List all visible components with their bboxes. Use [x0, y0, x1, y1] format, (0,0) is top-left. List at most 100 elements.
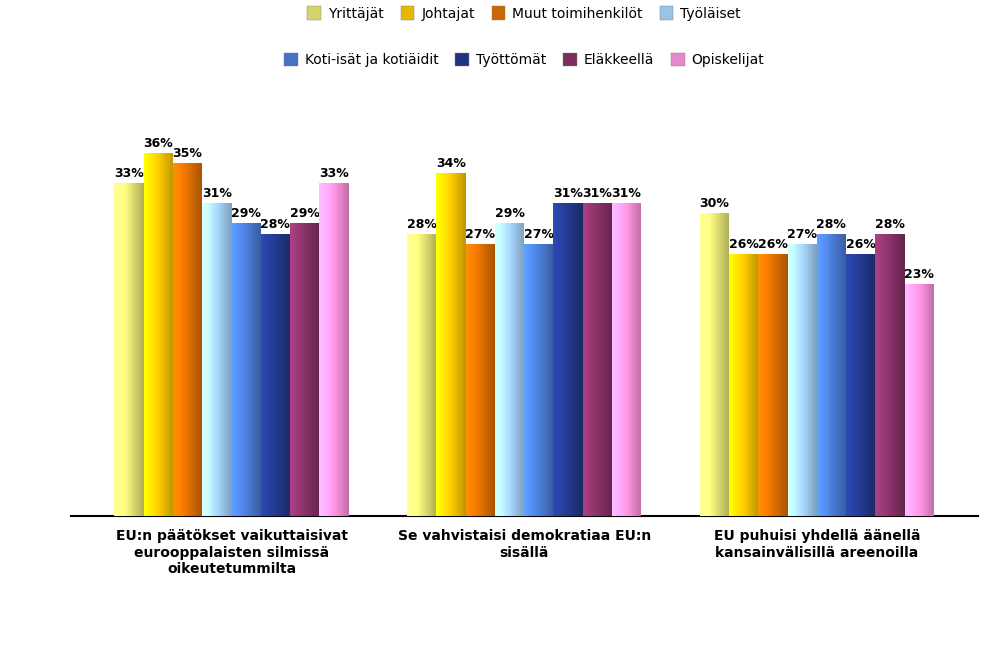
Bar	[815, 244, 816, 516]
Bar	[346, 183, 347, 516]
Bar	[226, 204, 227, 516]
Bar	[887, 233, 888, 516]
Bar	[634, 204, 635, 516]
Bar	[917, 284, 919, 516]
Bar	[229, 204, 230, 516]
Bar	[715, 214, 716, 516]
Bar	[706, 214, 707, 516]
Bar	[893, 233, 894, 516]
Bar	[913, 284, 915, 516]
Bar	[549, 244, 550, 516]
Bar	[459, 173, 460, 516]
Bar	[776, 254, 777, 516]
Bar	[430, 233, 432, 516]
Text: 31%: 31%	[583, 187, 612, 200]
Bar	[161, 153, 162, 516]
Bar	[868, 254, 870, 516]
Bar	[328, 183, 330, 516]
Bar	[492, 244, 494, 516]
Bar	[223, 204, 224, 516]
Bar	[489, 244, 491, 516]
Bar	[606, 204, 608, 516]
Bar	[476, 244, 478, 516]
Bar	[323, 183, 324, 516]
Bar	[132, 183, 133, 516]
Bar	[214, 204, 216, 516]
Bar	[747, 254, 748, 516]
Bar	[417, 233, 418, 516]
Bar	[583, 204, 585, 516]
Bar	[902, 233, 903, 516]
Bar	[248, 223, 249, 516]
Bar	[600, 204, 602, 516]
Bar	[427, 233, 429, 516]
Bar	[738, 254, 739, 516]
Bar	[235, 223, 236, 516]
Bar	[744, 254, 745, 516]
Text: 28%: 28%	[407, 217, 436, 231]
Bar	[780, 254, 781, 516]
Bar	[922, 284, 923, 516]
Bar	[340, 183, 342, 516]
Bar	[723, 214, 725, 516]
Bar	[560, 204, 562, 516]
Bar	[186, 163, 187, 516]
Bar	[233, 223, 235, 516]
Text: 27%: 27%	[466, 227, 495, 241]
Bar	[796, 244, 797, 516]
Bar	[321, 183, 323, 516]
Bar	[312, 223, 313, 516]
Bar	[253, 223, 255, 516]
Text: 31%: 31%	[612, 187, 641, 200]
Bar	[616, 204, 618, 516]
Bar	[713, 214, 715, 516]
Bar	[586, 204, 587, 516]
Bar	[407, 233, 408, 516]
Text: 30%: 30%	[700, 198, 730, 210]
Text: 26%: 26%	[729, 238, 759, 251]
Bar	[252, 223, 253, 516]
Bar	[287, 233, 288, 516]
Bar	[191, 163, 192, 516]
Bar	[758, 254, 760, 516]
Bar	[536, 244, 537, 516]
Bar	[297, 223, 298, 516]
Bar	[227, 204, 229, 516]
Bar	[318, 223, 320, 516]
Bar	[621, 204, 622, 516]
Bar	[466, 244, 467, 516]
Bar	[424, 233, 426, 516]
Bar	[574, 204, 576, 516]
Bar	[786, 254, 787, 516]
Bar	[773, 254, 774, 516]
Bar	[184, 163, 186, 516]
Text: 29%: 29%	[231, 208, 261, 221]
Bar	[515, 223, 517, 516]
Bar	[275, 233, 277, 516]
Bar	[463, 173, 464, 516]
Bar	[206, 204, 207, 516]
Bar	[291, 223, 293, 516]
Bar	[800, 244, 802, 516]
Bar	[722, 214, 723, 516]
Bar	[757, 254, 758, 516]
Bar	[165, 153, 167, 516]
Bar	[298, 223, 300, 516]
Bar	[511, 223, 512, 516]
Bar	[413, 233, 414, 516]
Bar	[734, 254, 735, 516]
Bar	[255, 223, 256, 516]
Bar	[142, 183, 144, 516]
Bar	[446, 173, 447, 516]
Bar	[259, 223, 261, 516]
Bar	[306, 223, 307, 516]
Bar	[324, 183, 326, 516]
Bar	[171, 153, 173, 516]
Bar	[204, 204, 206, 516]
Bar	[766, 254, 767, 516]
Bar	[884, 233, 886, 516]
Bar	[331, 183, 333, 516]
Bar	[454, 173, 456, 516]
Bar	[833, 233, 835, 516]
Bar	[718, 214, 719, 516]
